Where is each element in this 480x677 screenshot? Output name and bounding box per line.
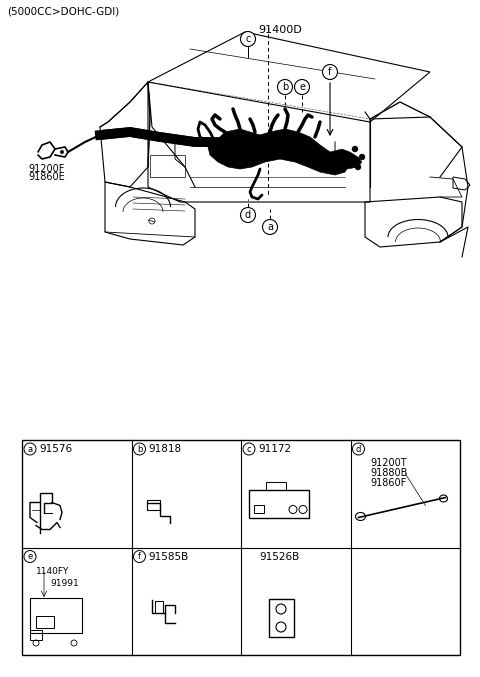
Circle shape: [240, 32, 255, 47]
Text: 91860F: 91860F: [371, 478, 407, 488]
Circle shape: [60, 150, 64, 154]
Text: d: d: [356, 445, 361, 454]
Circle shape: [24, 443, 36, 455]
Polygon shape: [330, 149, 362, 169]
Bar: [146, 500, 159, 510]
Text: 91880B: 91880B: [371, 468, 408, 478]
Circle shape: [133, 550, 145, 563]
Text: f: f: [328, 67, 332, 77]
Bar: [36, 616, 54, 628]
Text: 91200F: 91200F: [28, 164, 64, 174]
Text: (5000CC>DOHC-GDI): (5000CC>DOHC-GDI): [7, 7, 119, 17]
Bar: [155, 601, 163, 613]
Text: 91400D: 91400D: [258, 25, 302, 35]
Circle shape: [323, 64, 337, 79]
Circle shape: [277, 79, 292, 95]
Bar: [150, 155, 185, 177]
Text: 91526B: 91526B: [259, 552, 299, 561]
Circle shape: [133, 443, 145, 455]
Text: 91172: 91172: [258, 444, 291, 454]
Text: 91200T: 91200T: [371, 458, 407, 468]
Circle shape: [352, 146, 358, 152]
Circle shape: [243, 443, 255, 455]
Circle shape: [295, 79, 310, 95]
Text: d: d: [245, 210, 251, 220]
Bar: [266, 481, 286, 489]
Text: 91818: 91818: [148, 444, 181, 454]
Text: c: c: [247, 445, 252, 454]
Bar: [22, 440, 460, 655]
Text: a: a: [267, 222, 273, 232]
Bar: [249, 489, 309, 517]
Text: c: c: [245, 34, 251, 44]
Text: 91991: 91991: [50, 580, 79, 588]
Circle shape: [24, 550, 36, 563]
Text: 1140FY: 1140FY: [36, 567, 70, 577]
Text: b: b: [137, 445, 142, 454]
Circle shape: [240, 207, 255, 223]
Text: e: e: [27, 552, 33, 561]
Circle shape: [352, 443, 364, 455]
Text: a: a: [27, 445, 33, 454]
Text: 91860E: 91860E: [28, 172, 65, 182]
Bar: [269, 599, 294, 637]
Text: e: e: [299, 82, 305, 92]
Bar: [30, 598, 82, 633]
Circle shape: [359, 154, 365, 160]
Text: f: f: [138, 552, 141, 561]
Bar: [30, 630, 42, 640]
Bar: [254, 504, 264, 512]
Text: b: b: [282, 82, 288, 92]
Circle shape: [355, 164, 361, 170]
Text: 91576: 91576: [39, 444, 72, 454]
Circle shape: [263, 219, 277, 234]
Text: 91585B: 91585B: [148, 552, 189, 561]
Polygon shape: [208, 129, 348, 175]
